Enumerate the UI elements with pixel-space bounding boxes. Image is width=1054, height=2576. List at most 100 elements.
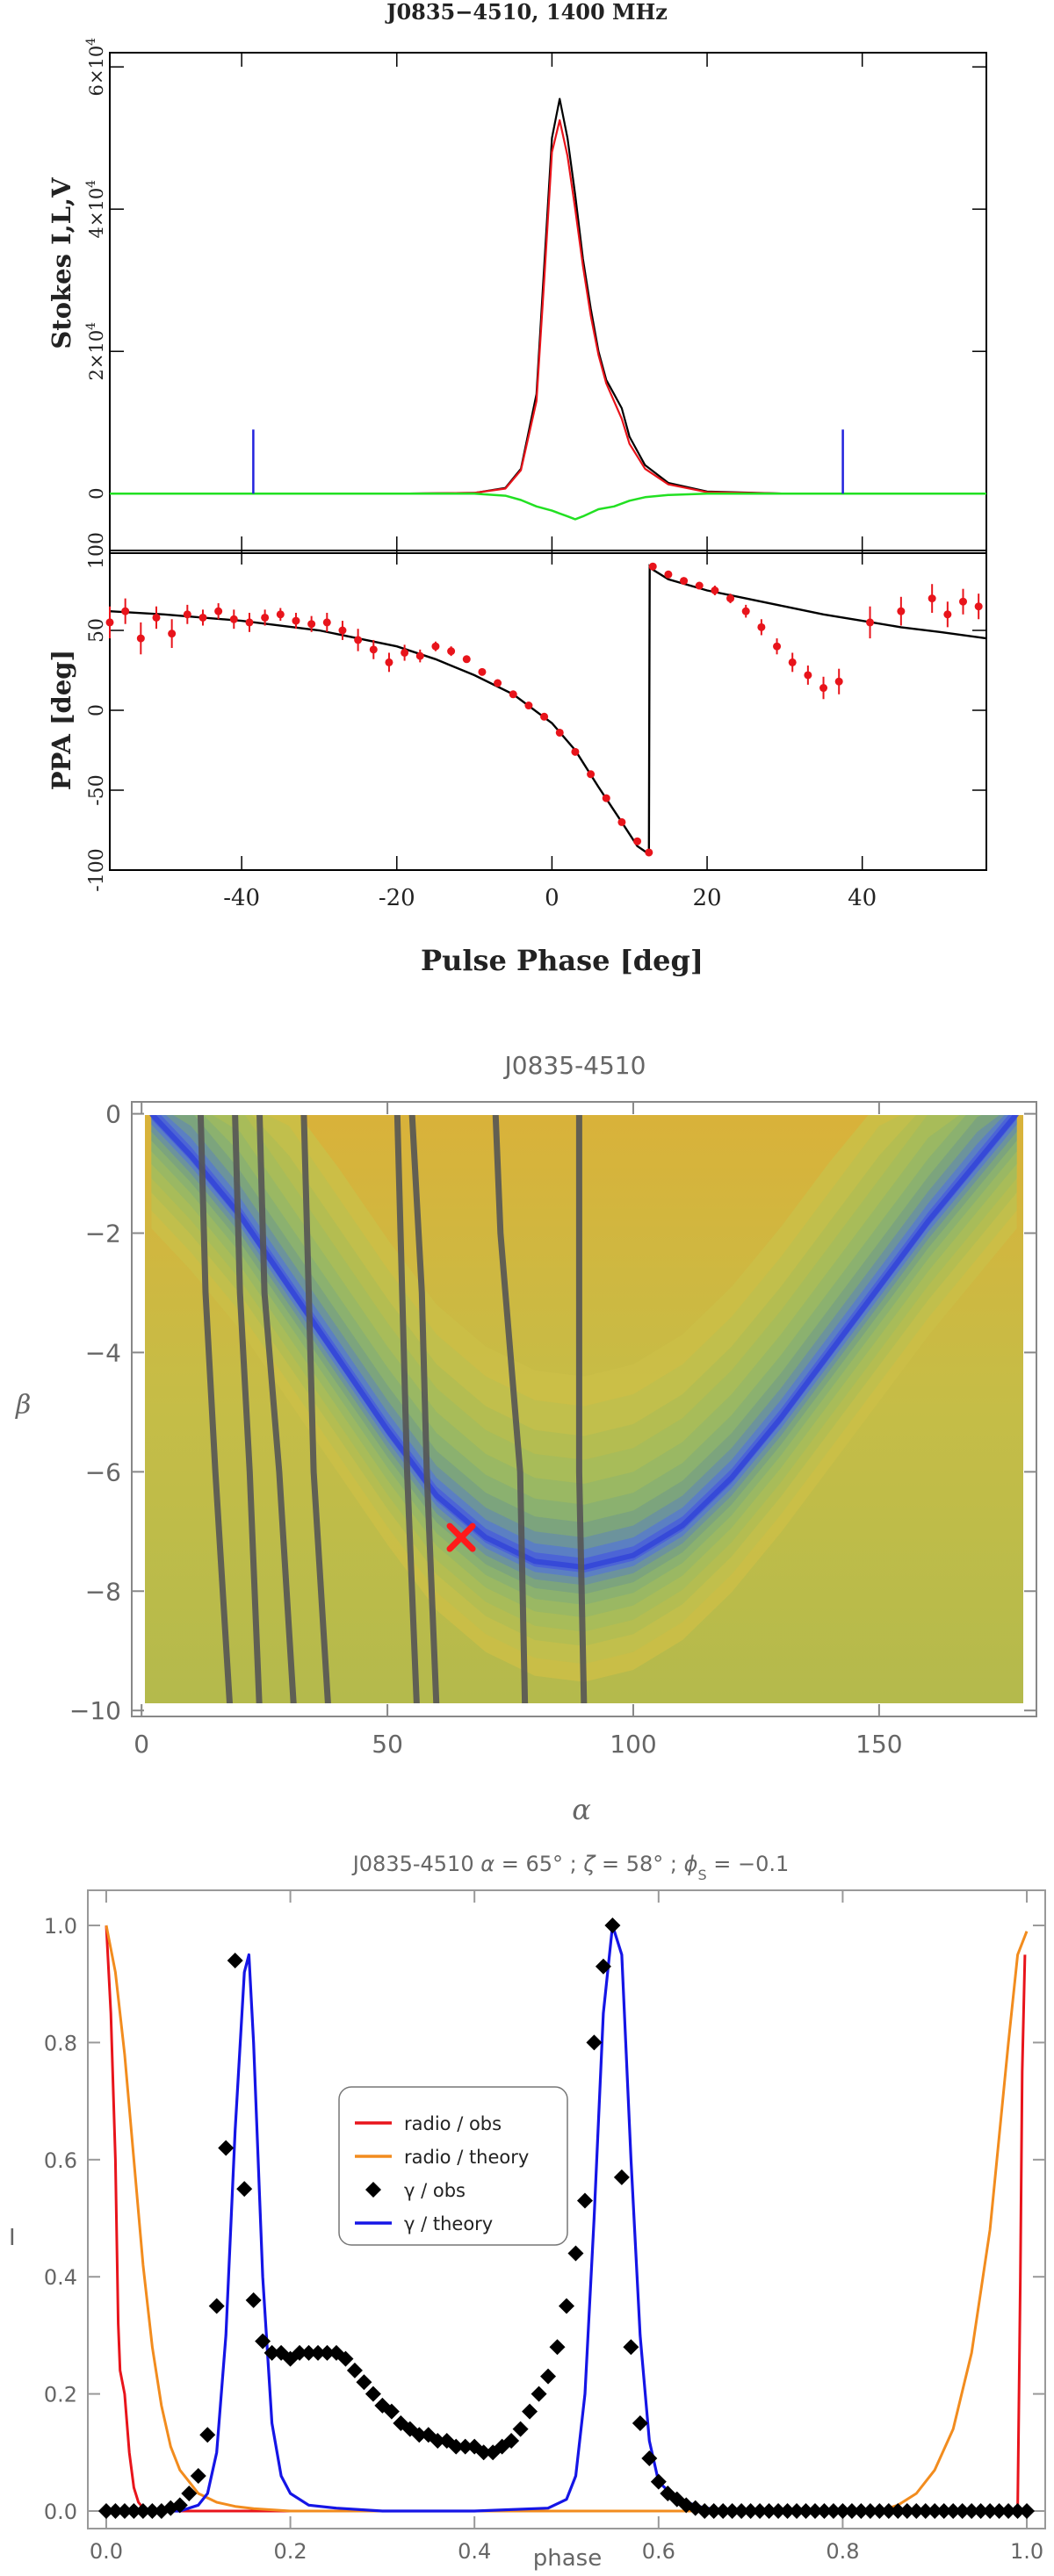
lightcurve-legend: radio / obs radio / theory γ / obs γ / theo… <box>338 2086 568 2246</box>
gamma-obs-point <box>761 2502 777 2519</box>
gamma-obs-point <box>613 2169 630 2185</box>
stokes-figure-title: J0835−4510, 1400 MHz <box>385 0 668 25</box>
gamma-obs-point <box>880 2502 897 2519</box>
gamma-obs-point <box>604 1918 621 1934</box>
gamma-obs-point <box>310 2344 327 2361</box>
ppa-x-tick-label: 40 <box>848 885 877 911</box>
gamma-obs-point <box>641 2450 658 2466</box>
ppa-obs-point <box>555 728 564 737</box>
heatmap-frame <box>131 1101 1037 1717</box>
lightcurve-y-tick-label: 0.0 <box>44 2500 77 2524</box>
gamma-obs-point <box>190 2467 206 2484</box>
gamma-obs-point <box>724 2502 740 2519</box>
ppa-obs-point <box>447 647 456 656</box>
heatmap-y-label: β <box>15 1390 31 1421</box>
lightcurve-series-group <box>97 1918 1036 2519</box>
gamma-obs-point <box>908 2502 925 2519</box>
heatmap-axis-ticks: 0 50 100 150 0 −2 −4 −6 −8 −10 <box>69 1100 1036 1759</box>
ppa-y-tick-label: 50 <box>86 618 108 643</box>
heatmap-y-tick-label: 0 <box>105 1100 121 1129</box>
lightcurve-x-tick-label: 0.8 <box>826 2539 859 2564</box>
heatmap-y-tick-label: −8 <box>85 1577 121 1606</box>
ppa-obs-point <box>540 712 549 721</box>
gamma-obs-point <box>356 2374 372 2391</box>
gamma-obs-point <box>982 2502 999 2519</box>
heatmap-y-tick-label: −10 <box>69 1696 121 1725</box>
stokes-y-tick-label: 6×104 <box>84 38 107 97</box>
ppa-obs-point <box>819 684 828 693</box>
gamma-obs-point <box>337 2350 354 2367</box>
heatmap-band <box>151 1115 1017 1586</box>
stokes-L-line <box>110 119 986 495</box>
gamma-obs-point <box>715 2502 732 2519</box>
ppa-obs-point <box>928 594 936 603</box>
gamma-obs-point <box>181 2485 198 2501</box>
ppa-obs-point <box>680 577 689 586</box>
ppa-obs-point <box>292 616 300 625</box>
ppa-obs-point <box>943 610 952 619</box>
ppa-obs-point <box>571 747 580 756</box>
lightcurve-title: J0835-4510 α = 65° ; ζ = 58° ; ϕS = −0.1 <box>351 1852 790 1883</box>
heatmap-title: J0835-4510 <box>503 1051 646 1080</box>
lightcurve-y-tick-label: 0.4 <box>44 2265 77 2290</box>
ppa-obs-point <box>307 620 316 629</box>
heatmap-contour-line <box>575 1115 588 1703</box>
gamma-obs-point <box>107 2502 124 2519</box>
gamma-obs-point <box>208 2298 225 2314</box>
gamma-obs-point <box>816 2502 833 2519</box>
legend-box <box>338 2086 568 2246</box>
ppa-obs-point <box>229 615 238 623</box>
gamma-obs-point <box>742 2502 759 2519</box>
gamma-obs-point <box>199 2427 216 2443</box>
ppa-obs-point <box>726 594 735 603</box>
ppa-model-line <box>109 564 987 857</box>
gamma-obs-point <box>540 2368 557 2385</box>
gamma-obs-point <box>227 1953 243 1969</box>
gamma-obs-point <box>430 2432 446 2449</box>
gamma-obs-point <box>411 2427 428 2443</box>
gamma-obs-point <box>218 2140 235 2156</box>
ppa-obs-point <box>773 642 782 651</box>
ppa-obs-point <box>431 642 440 651</box>
gamma-obs-point <box>236 2181 253 2198</box>
gamma-obs-point <box>917 2502 934 2519</box>
ppa-obs-point <box>524 702 533 710</box>
lightcurve-x-tick-label: 1.0 <box>1010 2539 1043 2564</box>
stokes-V-line <box>110 492 986 521</box>
ppa-obs-point <box>788 658 797 666</box>
ppa-series-group <box>105 562 987 857</box>
ppa-obs-point <box>401 648 409 657</box>
ppa-obs-point <box>199 613 207 622</box>
heatmap-contour-line <box>197 1115 233 1703</box>
light-curve-figure: J0835-4510 α = 65° ; ζ = 58° ; ϕS = −0.1… <box>9 1852 1046 2572</box>
gamma-obs-point <box>650 2473 667 2490</box>
ppa-obs-point <box>974 602 983 611</box>
gamma-obs-point <box>632 2414 648 2431</box>
lightcurve-x-label: phase <box>533 2545 602 2572</box>
best-fit-marker-group <box>446 1522 476 1552</box>
ppa-y-tick-label: -50 <box>86 774 108 805</box>
gamma-obs-point <box>586 2034 603 2051</box>
heatmap-band <box>151 1115 1017 1579</box>
gamma-obs-point <box>126 2502 142 2519</box>
gamma-obs-point <box>697 2502 713 2519</box>
gamma-obs-point <box>346 2362 363 2378</box>
ppa-obs-point <box>168 630 177 638</box>
gamma-obs-point <box>531 2385 547 2402</box>
legend-swatch-diamond <box>365 2182 381 2198</box>
stokes-I-line <box>110 97 986 495</box>
gamma-obs-point <box>1009 2502 1026 2519</box>
ppa-obs-point <box>804 671 812 680</box>
ppa-obs-point <box>711 586 719 594</box>
lightcurve-x-tick-label: 0.4 <box>458 2539 491 2564</box>
lightcurve-x-tick-label: 0.6 <box>642 2539 675 2564</box>
gamma-obs-point <box>954 2502 971 2519</box>
heatmap-contour-line <box>492 1115 529 1703</box>
gamma-obs-point <box>567 2245 584 2262</box>
ppa-obs-point <box>633 837 642 845</box>
gamma-obs-point <box>1000 2502 1017 2519</box>
ppa-plot-frame <box>109 550 987 871</box>
title-alpha-value: = 65° ; <box>495 1852 583 1876</box>
gamma-obs-point <box>798 2502 814 2519</box>
